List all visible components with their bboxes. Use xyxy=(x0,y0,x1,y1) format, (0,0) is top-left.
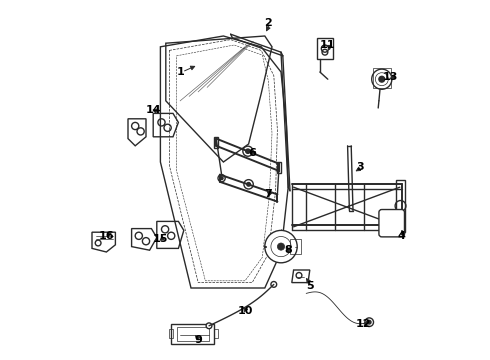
Circle shape xyxy=(365,318,373,327)
Circle shape xyxy=(218,175,225,182)
Circle shape xyxy=(243,146,253,156)
Circle shape xyxy=(247,183,250,186)
Circle shape xyxy=(379,76,385,82)
Circle shape xyxy=(265,230,297,263)
Text: 5: 5 xyxy=(306,281,314,291)
Text: 9: 9 xyxy=(194,335,202,345)
Circle shape xyxy=(220,177,223,180)
Circle shape xyxy=(368,320,371,324)
Circle shape xyxy=(206,323,212,329)
FancyBboxPatch shape xyxy=(379,210,404,237)
Circle shape xyxy=(372,69,392,89)
Text: 15: 15 xyxy=(153,234,168,244)
Text: 10: 10 xyxy=(237,306,253,316)
Circle shape xyxy=(384,219,392,228)
Text: 4: 4 xyxy=(398,231,406,241)
Text: 11: 11 xyxy=(320,40,336,50)
Circle shape xyxy=(277,243,285,250)
Circle shape xyxy=(271,282,277,287)
Text: 7: 7 xyxy=(265,189,272,199)
Text: 16: 16 xyxy=(98,231,114,241)
Text: 3: 3 xyxy=(356,162,364,172)
Text: 1: 1 xyxy=(176,67,184,77)
Circle shape xyxy=(245,149,250,153)
Text: 2: 2 xyxy=(265,18,272,28)
Circle shape xyxy=(244,180,253,189)
Text: 6: 6 xyxy=(248,148,256,158)
Text: 13: 13 xyxy=(383,72,398,82)
Text: 8: 8 xyxy=(284,245,292,255)
Text: 14: 14 xyxy=(146,105,161,115)
Text: 12: 12 xyxy=(356,319,371,329)
